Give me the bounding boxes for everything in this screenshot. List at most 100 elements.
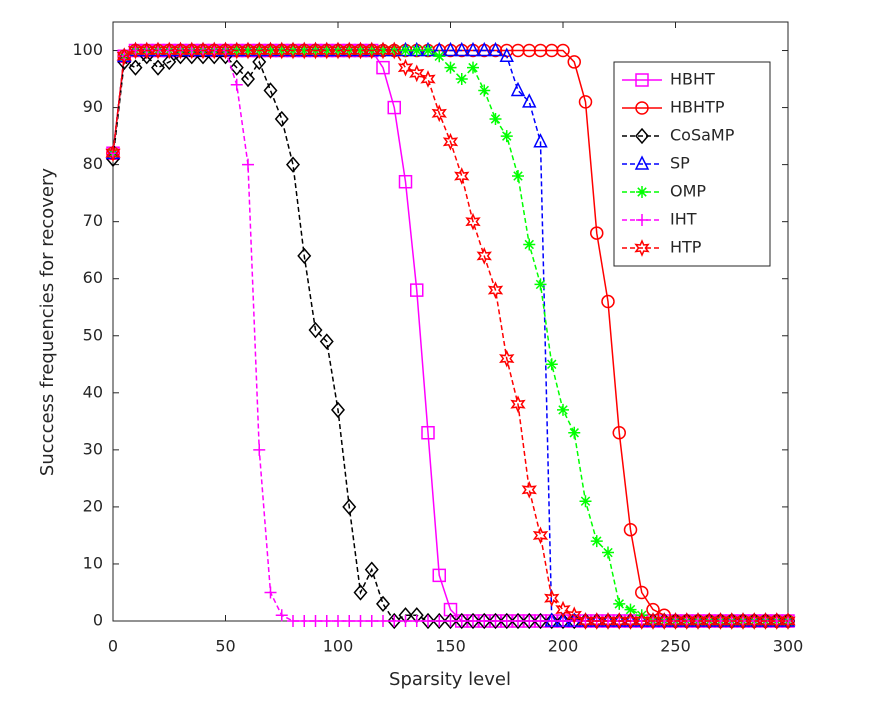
marker xyxy=(263,82,278,99)
marker xyxy=(488,612,503,630)
marker xyxy=(410,283,424,297)
x-axis-label: Sparsity level xyxy=(389,669,511,690)
marker xyxy=(590,535,603,548)
marker xyxy=(578,95,593,109)
legend-label: CoSaMP xyxy=(670,126,735,145)
marker xyxy=(387,612,402,630)
marker xyxy=(623,522,638,537)
marker xyxy=(409,64,425,83)
series xyxy=(105,41,796,630)
marker xyxy=(522,612,537,630)
marker xyxy=(443,41,458,57)
marker xyxy=(421,425,435,440)
marker xyxy=(377,44,389,57)
marker xyxy=(534,278,547,291)
marker xyxy=(274,110,289,128)
marker xyxy=(499,349,515,368)
legend-label: HTP xyxy=(670,238,702,257)
marker xyxy=(376,60,390,75)
marker xyxy=(634,239,650,257)
marker xyxy=(523,615,536,627)
marker xyxy=(636,214,648,226)
marker xyxy=(444,61,457,74)
marker xyxy=(264,586,277,599)
marker xyxy=(465,212,481,231)
marker xyxy=(242,158,254,171)
marker xyxy=(523,238,536,251)
series-line xyxy=(112,49,788,622)
marker xyxy=(242,44,254,57)
legend-box xyxy=(613,61,771,267)
marker xyxy=(476,247,492,265)
marker xyxy=(512,170,524,183)
y-tick-label: 50 xyxy=(83,325,103,344)
marker xyxy=(241,70,255,88)
marker xyxy=(780,612,796,630)
marker xyxy=(500,615,513,627)
marker xyxy=(499,47,514,62)
marker xyxy=(432,612,447,630)
y-tick-label: 20 xyxy=(83,496,103,515)
marker xyxy=(365,615,378,627)
marker xyxy=(398,174,413,189)
marker xyxy=(320,44,333,57)
marker xyxy=(556,43,570,58)
marker xyxy=(230,78,243,91)
x-tick-label: 100 xyxy=(323,637,354,656)
marker xyxy=(399,615,412,627)
marker xyxy=(275,609,288,622)
x-tick-label: 150 xyxy=(435,637,466,656)
marker xyxy=(590,226,604,240)
marker xyxy=(410,44,423,57)
marker xyxy=(253,443,266,456)
y-tick-label: 0 xyxy=(93,611,103,630)
marker xyxy=(555,600,571,619)
marker xyxy=(534,615,547,627)
marker xyxy=(342,498,357,516)
marker xyxy=(465,41,481,57)
marker xyxy=(319,333,334,350)
y-tick-label: 70 xyxy=(83,211,103,230)
marker xyxy=(635,585,649,600)
marker xyxy=(499,612,514,630)
marker xyxy=(376,595,390,613)
marker xyxy=(500,130,513,143)
marker xyxy=(487,281,504,299)
marker xyxy=(432,568,446,583)
x-tick-label: 300 xyxy=(773,637,804,656)
marker xyxy=(478,84,491,97)
marker xyxy=(433,50,446,63)
y-tick-label: 60 xyxy=(83,268,103,287)
marker xyxy=(105,144,121,163)
marker xyxy=(343,615,356,627)
marker xyxy=(467,61,479,74)
y-tick-label: 90 xyxy=(83,97,103,116)
marker xyxy=(635,73,649,87)
marker xyxy=(264,44,277,57)
marker xyxy=(635,101,649,115)
marker xyxy=(634,155,650,170)
marker xyxy=(444,615,457,627)
marker xyxy=(287,615,299,627)
marker xyxy=(377,615,389,627)
marker xyxy=(545,615,558,627)
x-tick-label: 200 xyxy=(548,637,579,656)
marker xyxy=(308,321,323,339)
marker xyxy=(455,73,468,86)
marker xyxy=(422,44,434,57)
marker xyxy=(455,615,468,627)
marker xyxy=(544,612,559,630)
marker xyxy=(511,612,525,630)
marker xyxy=(162,53,177,71)
marker xyxy=(410,615,423,627)
marker xyxy=(522,93,537,108)
x-tick-label: 50 xyxy=(215,637,235,656)
marker xyxy=(489,615,502,627)
marker xyxy=(544,589,560,608)
y-tick-label: 100 xyxy=(72,40,103,59)
marker xyxy=(624,603,637,616)
marker xyxy=(488,41,503,57)
marker xyxy=(297,247,312,265)
marker xyxy=(533,133,548,148)
legend-label: IHT xyxy=(670,210,697,229)
